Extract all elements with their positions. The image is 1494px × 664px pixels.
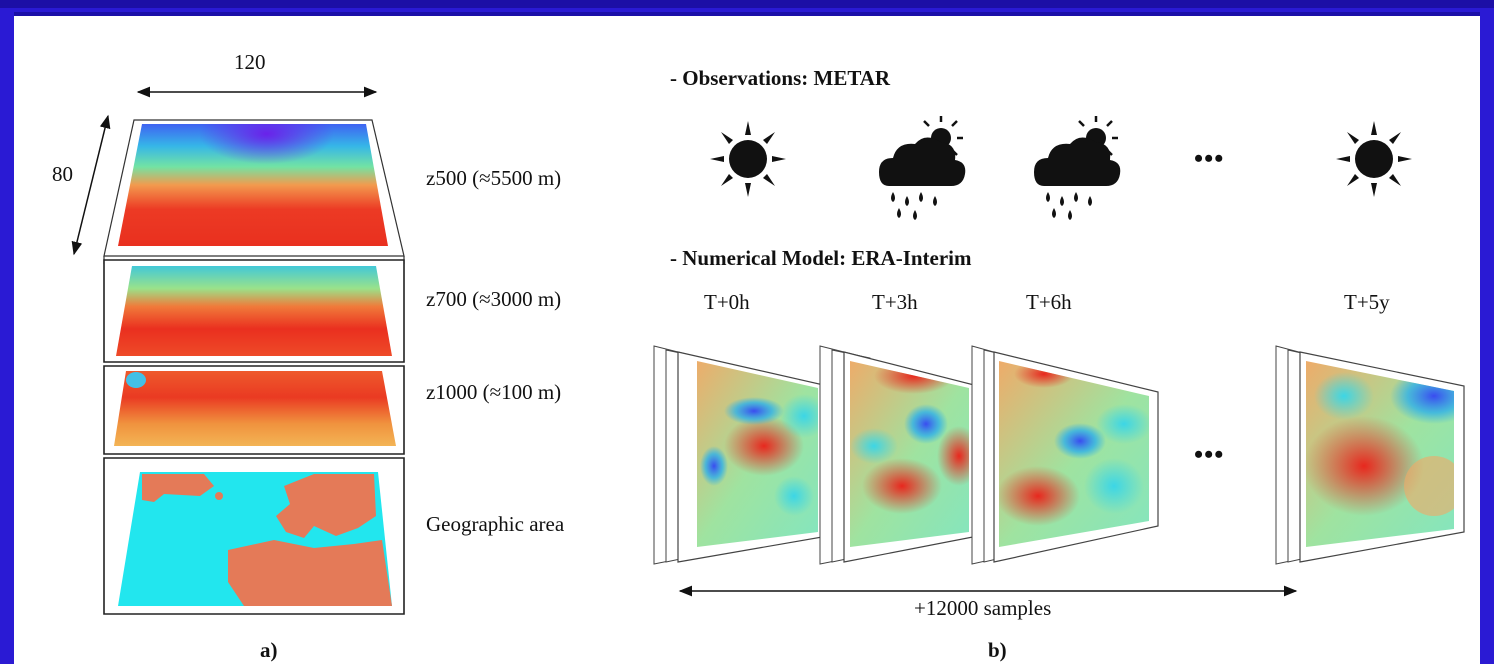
samples-label: +12000 samples xyxy=(914,596,1052,620)
observations-ellipsis: ••• xyxy=(1194,144,1225,173)
time-step-label: T+5y xyxy=(1344,290,1390,314)
z700-field-map xyxy=(103,259,405,363)
figure-panel: 120 80 z500 (≈5500 m) z700 (≈3000 m) z10… xyxy=(14,12,1480,664)
z1000-field-map xyxy=(103,365,405,455)
layer-label-z500: z500 (≈5500 m) xyxy=(426,166,562,190)
figure-drawing xyxy=(71,86,1465,615)
geographic-area-map xyxy=(103,457,405,615)
model-title: - Numerical Model: ERA-Interim xyxy=(670,246,972,270)
observations-title: - Observations: METAR xyxy=(670,66,891,90)
model-field-stack-t6h xyxy=(971,345,1159,565)
height-dimension-label: 80 xyxy=(52,162,73,186)
cloud-rain-sun-icon xyxy=(879,116,966,220)
time-step-label: T+3h xyxy=(872,290,918,314)
slide-top-bar xyxy=(0,0,1494,8)
model-ellipsis: ••• xyxy=(1194,440,1225,469)
sun-icon xyxy=(710,121,786,197)
width-dimension-label: 120 xyxy=(234,50,266,74)
time-step-label: T+0h xyxy=(704,290,750,314)
z500-field-map xyxy=(103,119,405,257)
caption-b: b) xyxy=(988,638,1007,662)
layer-stack xyxy=(71,86,405,615)
layer-label-z700: z700 (≈3000 m) xyxy=(426,287,562,311)
layer-label-geographic: Geographic area xyxy=(426,512,565,536)
caption-a: a) xyxy=(260,638,278,662)
model-field-stack-t5y xyxy=(1275,345,1465,565)
model-field-stack-t3h xyxy=(819,345,979,565)
cloud-rain-sun-icon xyxy=(1034,116,1121,220)
sun-icon xyxy=(1336,121,1412,197)
time-step-label: T+6h xyxy=(1026,290,1072,314)
model-field-stack-t0 xyxy=(653,345,829,565)
layer-label-z1000: z1000 (≈100 m) xyxy=(426,380,562,404)
